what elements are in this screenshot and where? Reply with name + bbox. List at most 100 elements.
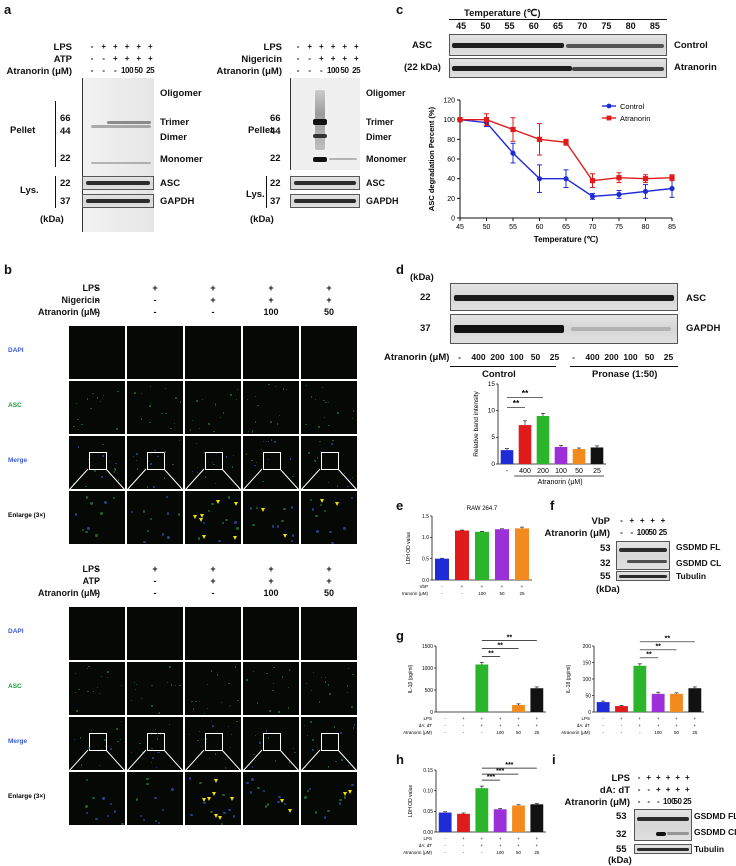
cell-dot <box>316 457 319 459</box>
row-label-atranorin: Atranorin (μM) <box>216 66 282 77</box>
cell-dot <box>164 451 166 453</box>
temperature-label: 75 <box>601 21 612 31</box>
treatment-mark: - <box>308 66 311 75</box>
cell-dot <box>91 392 94 395</box>
cell-dot <box>228 808 231 812</box>
cell-dot <box>102 797 105 800</box>
treatment-mark: - <box>296 54 300 63</box>
zoom-line <box>105 749 126 772</box>
band-trimer: Trimer <box>160 117 190 128</box>
cell-dot <box>121 822 124 826</box>
cell-dot <box>85 812 89 815</box>
y-tick-label: 0.15 <box>423 768 433 774</box>
cell-dot <box>213 430 215 433</box>
cell-dot <box>116 728 118 730</box>
mw-22: 22 <box>60 153 71 164</box>
cell-dot <box>101 748 103 751</box>
zoom-line <box>221 468 242 491</box>
cell-dot <box>143 540 146 544</box>
treatment-mark: + <box>536 723 539 728</box>
cell-dot <box>175 397 177 399</box>
treatment-mark: - <box>95 307 99 317</box>
treatment-mark: - <box>621 723 623 728</box>
bar <box>475 788 489 832</box>
cell-dot <box>314 811 318 814</box>
cell-dot <box>136 468 139 470</box>
cell-dot <box>90 502 93 505</box>
treatment-mark: + <box>694 716 697 721</box>
cell-dot <box>274 441 276 443</box>
treatment-mark: - <box>620 528 623 537</box>
microscopy-image <box>242 490 300 545</box>
cell-dot <box>162 533 165 536</box>
mw-lys-37: 37 <box>60 196 71 207</box>
cell-dot <box>224 767 227 769</box>
lane-label: 25 <box>663 352 674 362</box>
cell-dot <box>161 412 163 415</box>
y-axis-label: LDH OD value <box>406 532 412 564</box>
cell-dot <box>255 461 258 464</box>
temperature-label: 50 <box>480 21 491 31</box>
cell-dot <box>211 461 214 464</box>
bar <box>457 813 470 832</box>
cell-dot <box>251 766 254 768</box>
treatment-mark: + <box>330 54 336 63</box>
x-tick-label: 85 <box>668 224 676 231</box>
mw-lys-22: 22 <box>270 178 281 189</box>
cell-dot <box>307 452 309 454</box>
cell-dot <box>284 802 287 806</box>
panel-letter-c: c <box>396 2 404 17</box>
bar-chart-d: 0 5 10 15 Relative band intensity - 400 200 100 5… <box>473 381 606 486</box>
cell-dot <box>157 751 159 754</box>
x-axis-label: Atranorin (μM) <box>538 479 583 486</box>
cell-dot <box>172 463 174 466</box>
significance-label: ** <box>665 636 671 643</box>
treatment-mark: + <box>113 42 118 51</box>
kda-label: (kDa) <box>410 272 434 283</box>
cell-dot <box>221 522 224 525</box>
treatment-mark: 100 <box>263 307 279 317</box>
microscopy-image <box>184 490 242 545</box>
cell-dot <box>291 534 295 537</box>
cell-dot <box>199 781 202 784</box>
cell-dot <box>203 712 206 715</box>
control-group-label: Control <box>482 369 516 380</box>
row-label: ATP <box>82 576 100 586</box>
treatment-mark: + <box>268 576 274 586</box>
treatment-mark: + <box>650 516 655 525</box>
cell-dot <box>352 673 354 676</box>
cell-dot <box>74 691 77 694</box>
band-oligomer: Oligomer <box>160 88 202 99</box>
cell-dot <box>260 448 263 450</box>
cell-dot <box>267 737 269 739</box>
row-label-nigericin: Nigericin <box>241 54 282 65</box>
cell-dot <box>98 692 101 695</box>
category-label: 100 <box>555 468 567 475</box>
temperature-label: 45 <box>456 21 467 31</box>
arrow-icon <box>347 789 352 794</box>
legend-marker <box>606 115 612 121</box>
cell-dot <box>229 705 231 707</box>
cell-dot <box>134 392 136 394</box>
y-tick-label: 500 <box>425 688 434 694</box>
cell-dot <box>232 815 236 818</box>
y-axis-label: Relative band intensity <box>473 391 480 457</box>
cell-dot <box>104 501 107 504</box>
treatment-mark: - <box>153 307 157 317</box>
cell-dot <box>151 705 153 707</box>
microscopy-image <box>68 771 126 826</box>
arrow-icon <box>199 513 204 518</box>
zoom-box <box>147 452 165 470</box>
cell-dot <box>310 396 313 398</box>
data-point <box>669 175 675 181</box>
cell-dot <box>318 426 320 428</box>
lane-label: - <box>572 352 575 362</box>
panel-letter-e: e <box>396 498 404 513</box>
cell-dot <box>232 454 235 457</box>
cell-dot <box>140 392 143 395</box>
microscopy-image <box>126 606 184 661</box>
row-label-atp: ATP <box>53 54 72 65</box>
cell-dot <box>327 684 330 686</box>
treatment-mark: + <box>657 723 660 728</box>
x-tick-label: 60 <box>536 224 544 231</box>
